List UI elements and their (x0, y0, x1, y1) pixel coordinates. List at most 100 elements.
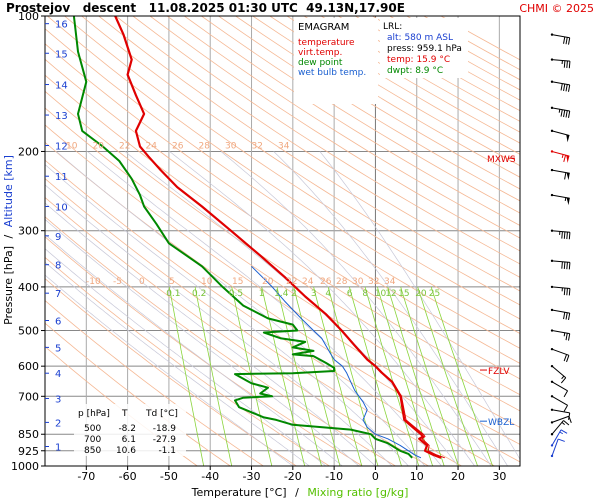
wind-barb-staff (551, 395, 568, 406)
wind-barb (550, 395, 569, 412)
dry-adiabat-label: 10 (66, 141, 78, 151)
series-dew-point-line (72, 16, 413, 459)
altitude-tick-label: 3 (55, 395, 61, 406)
wind-barb-flag (565, 312, 568, 320)
wind-barb-staff (551, 438, 559, 457)
dry-adiabat-label: 20 (262, 277, 274, 287)
pressure-tick-label: 600 (18, 360, 39, 373)
legend-title: EMAGRAM (298, 22, 349, 33)
dry-adiabat-line (45, 124, 520, 445)
table-cell: -1.1 (158, 446, 176, 456)
wind-barb-pennant (566, 172, 570, 181)
table-header-td: Td [°C] (145, 409, 178, 419)
lrl-box: LRL: alt: 580 m ASL press: 959.1 hPa tem… (380, 18, 468, 78)
altitude-tick-label: 9 (55, 232, 61, 243)
wind-barb-flag (563, 312, 566, 320)
wind-barb-dot (550, 80, 554, 83)
dry-adiabat-label: 15 (232, 277, 243, 287)
wind-barb-flag (568, 412, 571, 420)
pressure-tick-label: 850 (18, 428, 39, 441)
table-cell: 850 (84, 446, 101, 456)
mixing-ratio-label: 25 (429, 289, 440, 299)
axes: -70 -60 -50 -40 -30 -20 -10 0 10 20 30100200300400… (11, 10, 515, 483)
wind-barb-flag (563, 261, 566, 269)
altitude-tick-label: 12 (55, 142, 68, 153)
lrl-title: LRL: (383, 22, 402, 32)
x-tick-label: 0 (372, 470, 379, 483)
dry-adiabat-line (45, 43, 520, 364)
wind-barb (550, 438, 565, 458)
wind-barb-flag (568, 61, 571, 69)
wind-barb-flag (568, 288, 571, 296)
y-axis-title: Pressure [hPa] / Altitude [km] (2, 155, 15, 325)
table-cell: 500 (84, 424, 101, 434)
altitude-tick-label: 7 (55, 289, 61, 300)
moist-adiabat-line (45, 248, 327, 466)
wind-barb (550, 229, 571, 240)
y-axis-title-sep: / (2, 234, 15, 238)
wind-barb-flag (566, 232, 568, 240)
wind-barb-staff (551, 420, 564, 435)
x-axis-title: Temperature [°C] / Mixing ratio [g/kg] (191, 486, 409, 499)
dry-adiabat-label: 28 (199, 141, 211, 151)
x-axis-title-mix: Mixing ratio [g/kg] (307, 486, 408, 499)
altitude-tick-label: 1 (55, 442, 61, 453)
x-tick-label: -50 (160, 470, 178, 483)
wind-barb-flag (568, 84, 571, 92)
dry-adiabat-label: 0 (139, 277, 145, 287)
mixing-ratio-line (168, 286, 205, 466)
wind-barb (550, 129, 570, 143)
x-tick-label: -70 (77, 470, 95, 483)
wind-barb-pennant (566, 134, 570, 143)
wind-barb (550, 329, 571, 341)
dry-adiabat-label: 30 (225, 141, 237, 151)
wind-barb-flag (563, 420, 570, 426)
wind-barb (550, 429, 568, 447)
wind-barb-dot (550, 106, 554, 110)
dry-adiabat-label: 32 (252, 141, 263, 151)
pressure-tick-label: 300 (18, 225, 39, 238)
wind-barb-staff (551, 348, 570, 356)
mixing-ratio-label: 0.1 (166, 289, 180, 299)
mixing-ratio-line (364, 286, 420, 466)
wind-barb-flag (563, 405, 569, 412)
wind-barbs (550, 33, 572, 458)
wind-barb-flag (563, 231, 566, 239)
wind-barb (550, 259, 571, 270)
wind-barb-dot (550, 229, 554, 232)
x-tick-label: 10 (410, 470, 424, 483)
mixing-ratio-line (400, 286, 459, 466)
mixing-ratio-label: 1 (259, 289, 265, 299)
mixing-ratio-line (261, 286, 306, 466)
wind-barb-flag (565, 37, 568, 45)
wind-barb-flag (565, 333, 568, 341)
wind-barb-halfflag (561, 421, 565, 426)
dry-adiabat-line (184, 16, 520, 226)
dry-adiabat-label: 5 (169, 277, 175, 287)
wind-barb (550, 150, 570, 163)
wind-barb-dot (550, 168, 554, 172)
dry-adiabat-line (201, 16, 520, 214)
moist-adiabat-line (169, 151, 475, 466)
wind-barb-flag (565, 84, 568, 92)
wind-barb (550, 347, 570, 363)
pressure-tick-label: 1000 (11, 460, 39, 473)
mixing-ratio-line (417, 286, 478, 466)
wind-barb-dot (550, 150, 554, 153)
altitude-tick-label: 13 (55, 111, 68, 122)
dry-adiabat-label: 32 (368, 277, 379, 287)
moist-adiabat-line (45, 218, 360, 466)
dry-adiabat-label: 24 (302, 277, 314, 287)
dry-adiabat-line (45, 28, 520, 349)
x-tick-label: 30 (492, 470, 506, 483)
wind-barb-dot (550, 329, 554, 332)
moist-adiabat-line (319, 151, 520, 460)
dry-adiabat-line (45, 216, 396, 466)
series-virt-temp-line (230, 230, 445, 459)
wind-barb-dot (550, 364, 554, 368)
wind-barb-halfflag (561, 154, 564, 158)
table-cell: 700 (84, 435, 101, 445)
wind-barb-halfflag (558, 109, 561, 113)
wind-barb-staff (551, 409, 570, 414)
